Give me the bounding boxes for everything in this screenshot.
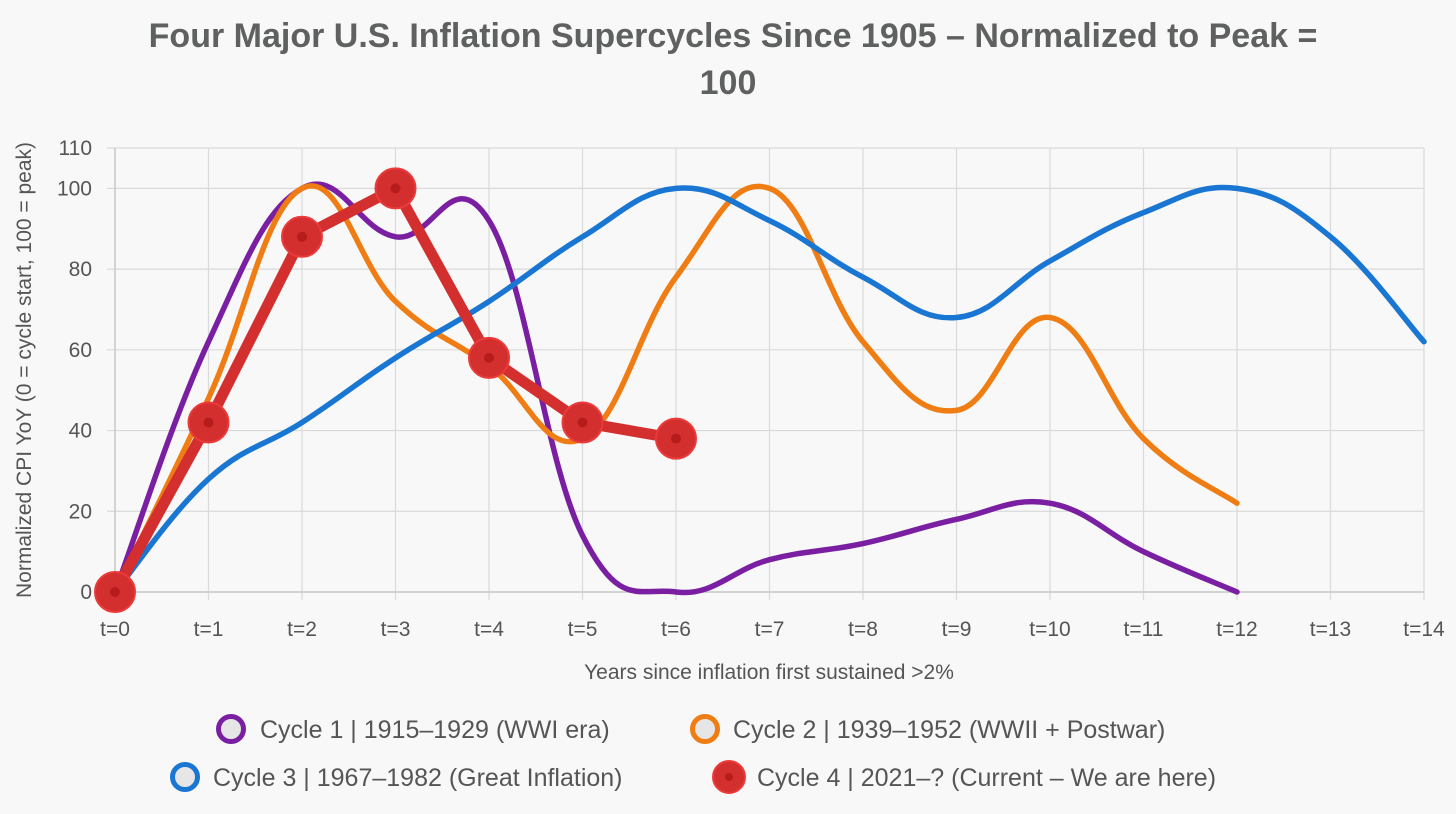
legend-item-cycle-1[interactable]: Cycle 1 | 1915–1929 (WWI era) bbox=[216, 714, 610, 744]
data-point-center bbox=[110, 587, 120, 597]
legend: Cycle 1 | 1915–1929 (WWI era) Cycle 2 | 1… bbox=[170, 714, 1216, 794]
y-tick-label: 60 bbox=[69, 339, 92, 362]
series-4 bbox=[94, 167, 697, 613]
x-axis-label: Years since inflation first sustained >2… bbox=[584, 661, 954, 684]
legend-marker bbox=[170, 762, 200, 792]
x-tick-label: t=8 bbox=[848, 618, 878, 641]
legend-label: Cycle 4 | 2021–? (Current – We are here) bbox=[757, 764, 1216, 792]
x-tick-label: t=14 bbox=[1403, 618, 1445, 641]
legend-item-cycle-2[interactable]: Cycle 2 | 1939–1952 (WWII + Postwar) bbox=[690, 714, 1166, 744]
series-2 bbox=[112, 183, 1240, 595]
data-point-center bbox=[297, 231, 307, 242]
y-tick-label: 80 bbox=[69, 258, 92, 281]
legend-marker bbox=[216, 714, 246, 744]
x-tick-label: t=13 bbox=[1310, 618, 1351, 641]
x-tick-label: t=5 bbox=[568, 618, 598, 641]
series-layer bbox=[94, 167, 1427, 613]
series-line-cycle-1 bbox=[112, 181, 1240, 596]
y-tick-label: 40 bbox=[69, 420, 92, 443]
series-line-cycle-3 bbox=[112, 184, 1427, 595]
y-axis-label: Normalized CPI YoY (0 = cycle start, 100… bbox=[13, 142, 36, 598]
tick-layer: 0 20 40 60 80 100 110 t=0 t=1 t=2 t=3 t=4 t=5 t=6 t=7 t… bbox=[57, 137, 1445, 641]
y-tick-label: 20 bbox=[69, 500, 92, 523]
series-line-cycle-2 bbox=[112, 183, 1240, 595]
x-tick-label: t=12 bbox=[1216, 618, 1257, 641]
y-tick-label: 110 bbox=[59, 137, 92, 160]
series-1 bbox=[112, 181, 1240, 596]
data-point-center bbox=[203, 417, 214, 428]
data-point-center bbox=[671, 433, 681, 444]
x-tick-label: t=9 bbox=[942, 618, 972, 641]
chart-title-line2: 100 bbox=[700, 64, 757, 102]
x-tick-label: t=11 bbox=[1124, 618, 1164, 641]
x-tick-label: t=10 bbox=[1029, 618, 1070, 641]
legend-item-cycle-3[interactable]: Cycle 3 | 1967–1982 (Great Inflation) bbox=[170, 762, 623, 792]
x-tick-label: t=6 bbox=[661, 618, 691, 641]
chart-title: Four Major U.S. Inflation Supercycles Si… bbox=[149, 17, 1318, 55]
legend-item-cycle-4[interactable]: Cycle 4 | 2021–? (Current – We are here) bbox=[712, 760, 1216, 794]
y-tick-label: 0 bbox=[80, 581, 92, 604]
legend-label: Cycle 3 | 1967–1982 (Great Inflation) bbox=[213, 764, 623, 792]
data-point-center bbox=[484, 352, 494, 363]
x-tick-label: t=7 bbox=[755, 618, 785, 641]
data-point-center bbox=[390, 183, 401, 194]
x-tick-label: t=3 bbox=[381, 618, 411, 641]
y-tick-label: 100 bbox=[57, 177, 92, 200]
legend-marker bbox=[690, 714, 720, 744]
data-point-center bbox=[577, 417, 588, 428]
x-tick-label: t=4 bbox=[474, 618, 504, 641]
x-tick-label: t=0 bbox=[100, 618, 130, 641]
legend-marker-center bbox=[725, 773, 733, 781]
x-tick-label: t=2 bbox=[287, 618, 317, 641]
series-3 bbox=[112, 184, 1427, 595]
x-tick-label: t=1 bbox=[194, 618, 224, 641]
legend-label: Cycle 1 | 1915–1929 (WWI era) bbox=[260, 716, 610, 744]
legend-label: Cycle 2 | 1939–1952 (WWII + Postwar) bbox=[733, 716, 1165, 744]
